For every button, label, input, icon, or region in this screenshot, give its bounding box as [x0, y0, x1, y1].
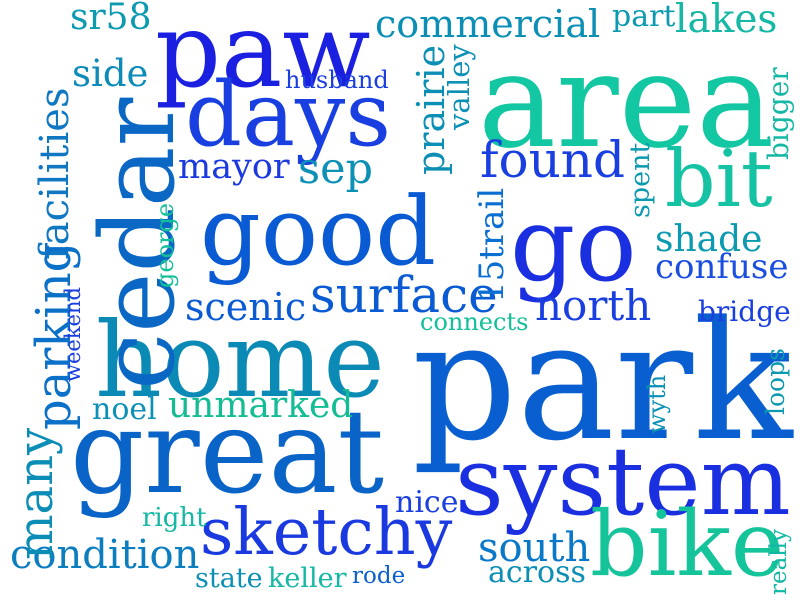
word-wyth: wyth: [643, 374, 671, 434]
word-paw: paw: [155, 0, 371, 111]
word-many: many: [8, 427, 64, 560]
word-husband: husband: [285, 66, 389, 94]
word-lakes: lakes: [675, 0, 778, 42]
word-really: really: [766, 528, 792, 595]
word-sr58: sr58: [70, 0, 152, 38]
word-surface: surface: [310, 266, 498, 324]
word-noel: noel: [92, 392, 157, 427]
word-great: great: [70, 385, 385, 520]
word-south: south: [478, 525, 591, 571]
word-go: go: [510, 186, 637, 305]
word-across: across: [488, 555, 586, 590]
word-home: home: [95, 299, 385, 421]
word-nice: nice: [395, 485, 459, 520]
word-found: found: [480, 131, 626, 189]
word-weekend: weekend: [61, 287, 85, 382]
word-days: days: [185, 62, 391, 166]
word-system: system: [455, 427, 791, 537]
word-rode: rode: [352, 563, 406, 589]
word-keller: keller: [268, 563, 347, 594]
word-shade: shade: [655, 219, 763, 260]
word-condition: condition: [10, 532, 200, 578]
word-part: part: [612, 0, 676, 34]
word-connects: connects: [420, 308, 529, 336]
word-side: side: [72, 52, 149, 95]
word-bit: bit: [665, 133, 773, 225]
word-area: area: [478, 24, 775, 177]
word-bike: bike: [590, 492, 785, 597]
word-sketchy: sketchy: [200, 495, 453, 570]
word-bigger: bigger: [762, 67, 795, 160]
word-right: right: [142, 503, 207, 533]
word-state: state: [195, 563, 263, 594]
word-confuse: confuse: [655, 247, 789, 287]
word-park: park: [412, 286, 793, 477]
word-north: north: [535, 281, 652, 330]
word-bridge: bridge: [698, 295, 791, 328]
word-george: george: [151, 202, 179, 288]
word-15trail: 15trail: [472, 187, 512, 303]
word-facilities: facilities: [32, 87, 78, 261]
word-spent: spent: [625, 142, 656, 218]
word-sep: sep: [298, 144, 374, 194]
word-good: good: [200, 177, 437, 287]
word-scenic: scenic: [185, 285, 307, 329]
word-mayor: mayor: [178, 147, 290, 187]
word-unmarked: unmarked: [168, 385, 354, 426]
word-commercial: commercial: [375, 2, 601, 46]
word-loops: loops: [761, 348, 790, 415]
word-valley: valley: [442, 44, 476, 130]
